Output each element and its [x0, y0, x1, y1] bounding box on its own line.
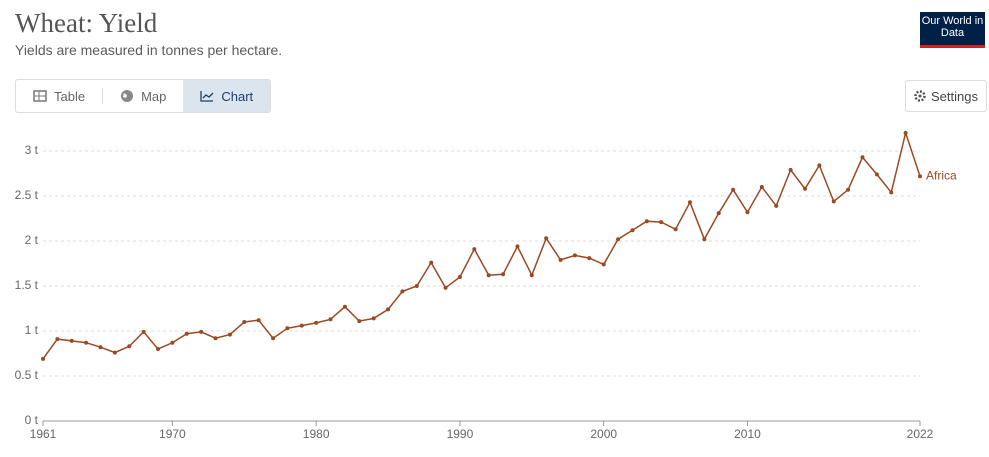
x-tick-label: 1990	[447, 427, 474, 441]
point	[918, 174, 922, 179]
tab-label: Chart	[221, 88, 254, 104]
point	[98, 345, 103, 350]
point	[184, 331, 189, 336]
y-tick-label: 1 t	[25, 323, 39, 337]
point	[874, 172, 879, 177]
map-icon	[121, 90, 134, 102]
point	[788, 167, 793, 172]
point	[687, 200, 692, 205]
point	[371, 316, 376, 321]
table-tab[interactable]: Table	[16, 80, 102, 112]
x-tick-label: 1980	[303, 427, 330, 441]
settings-button[interactable]: Settings	[905, 80, 987, 112]
point	[846, 187, 851, 192]
point	[400, 289, 405, 294]
point	[213, 336, 218, 341]
point	[601, 262, 606, 267]
point	[817, 163, 822, 168]
point	[342, 304, 347, 309]
point	[529, 273, 534, 278]
settings-label: Settings	[931, 88, 978, 104]
chart-icon	[200, 91, 214, 102]
tab-label: Map	[141, 88, 167, 104]
x-tick-label: 1961	[30, 427, 57, 441]
tab-label: Table	[54, 88, 86, 104]
point	[443, 285, 448, 290]
point	[558, 257, 563, 262]
chart-tab[interactable]: Chart	[183, 80, 271, 112]
point	[759, 185, 764, 189]
point	[587, 256, 592, 261]
line	[42, 130, 921, 360]
x-tick-label: 2022	[907, 427, 934, 441]
y-tick-label: 2 t	[25, 233, 39, 247]
x-tick-label: 2000	[590, 427, 617, 441]
point	[414, 284, 419, 288]
point	[299, 323, 304, 328]
point	[242, 320, 247, 324]
point	[802, 186, 807, 191]
point	[745, 210, 750, 215]
point	[127, 344, 132, 349]
point	[644, 219, 649, 224]
point	[630, 228, 635, 233]
point	[702, 237, 707, 242]
point	[731, 187, 736, 192]
y-tick-label: 2.5 t	[15, 188, 39, 202]
table-icon	[33, 90, 47, 102]
y-tick-label: 1.5 t	[15, 278, 39, 292]
point	[84, 340, 89, 345]
point	[41, 356, 45, 361]
point	[170, 340, 175, 345]
point	[544, 236, 549, 241]
point	[55, 337, 60, 342]
point	[285, 326, 290, 331]
point	[774, 203, 779, 208]
point	[501, 272, 506, 277]
point	[616, 237, 621, 242]
x-tick-label: 1970	[159, 427, 186, 441]
point	[199, 329, 204, 334]
point	[156, 347, 161, 351]
point	[429, 260, 434, 265]
logo[interactable]: Our World in Data	[920, 12, 985, 48]
point	[357, 319, 362, 324]
title: Wheat: Yield	[15, 8, 158, 38]
point	[831, 199, 836, 204]
point	[227, 332, 232, 337]
point	[486, 273, 491, 278]
point	[572, 253, 577, 258]
point	[328, 317, 333, 322]
gear-icon	[914, 90, 926, 102]
point	[112, 350, 117, 355]
point	[314, 320, 319, 325]
point	[256, 318, 261, 323]
series-label: Africa	[926, 168, 957, 182]
point	[386, 307, 391, 312]
subtitle: Yields are measured in tonnes per hectar…	[15, 42, 283, 58]
y-tick-label: 3 t	[25, 143, 39, 157]
point	[903, 131, 908, 135]
y-tick-label: 0.5 t	[15, 368, 39, 382]
point	[515, 244, 520, 249]
tab-bar: Table Map Chart	[15, 79, 272, 113]
point	[271, 336, 276, 341]
point	[673, 227, 678, 232]
point	[457, 275, 462, 279]
y-tick-label: 0 t	[25, 413, 39, 427]
point	[860, 155, 865, 160]
point	[69, 338, 74, 343]
map-tab[interactable]: Map	[103, 80, 183, 112]
x-tick-label: 2010	[734, 427, 761, 441]
point	[659, 220, 664, 225]
point	[141, 329, 146, 334]
point	[716, 211, 721, 216]
point	[889, 190, 894, 195]
point	[472, 247, 477, 252]
